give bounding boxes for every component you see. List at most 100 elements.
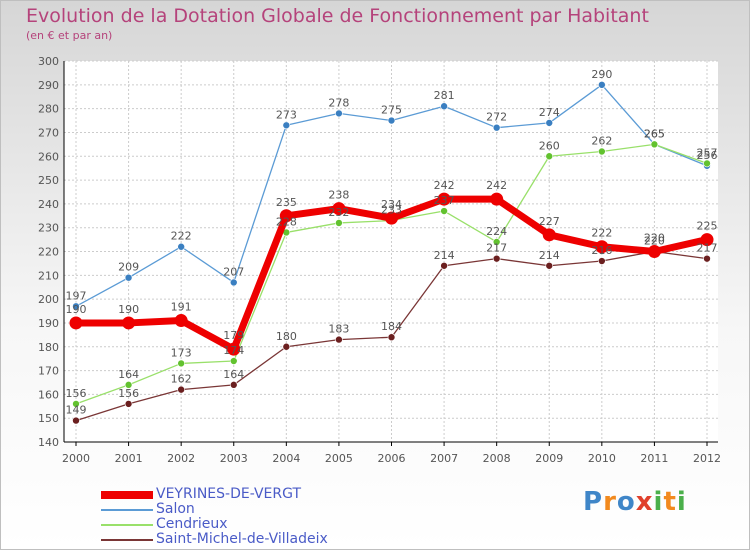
- x-tick-label: 2002: [167, 452, 195, 465]
- chart-subtitle: (en € et par an): [26, 29, 113, 42]
- data-point-veyrines-de-vergt: [332, 202, 346, 216]
- data-label-veyrines-de-vergt: 190: [118, 303, 139, 316]
- y-tick-label: 270: [38, 126, 59, 139]
- y-tick-label: 170: [38, 365, 59, 378]
- data-label-salon: 281: [434, 89, 455, 102]
- y-tick-label: 300: [38, 55, 59, 68]
- data-point-veyrines-de-vergt: [227, 342, 241, 356]
- data-point-salon: [598, 81, 606, 89]
- data-point-cendrieux: [703, 159, 711, 168]
- data-label-salon: 275: [381, 104, 402, 117]
- data-label-cendrieux: 173: [171, 346, 192, 359]
- data-point-salon: [492, 123, 501, 132]
- logo-letter: t: [663, 487, 677, 517]
- x-tick-label: 2000: [62, 452, 90, 465]
- data-point-veyrines-de-vergt: [437, 192, 451, 206]
- data-label-saint-michel-de-villadeix: 183: [328, 323, 349, 336]
- y-tick-label: 180: [38, 341, 59, 354]
- data-label-cendrieux: 265: [644, 127, 665, 140]
- data-point-salon: [177, 242, 185, 251]
- data-label-layer: 197 209 222 207 273 278 275 281 272 274 290 265 256 1…: [66, 68, 718, 417]
- data-point-saint-michel-de-villadeix: [703, 254, 711, 263]
- data-label-veyrines-de-vergt: 242: [434, 179, 455, 192]
- data-point-saint-michel-de-villadeix: [177, 385, 185, 394]
- logo-letter: i: [653, 487, 664, 517]
- proxiti-logo: Proxiti: [583, 487, 687, 517]
- legend-swatch-salon: [101, 509, 153, 511]
- data-point-cendrieux: [335, 219, 343, 227]
- y-tick-label: 250: [38, 174, 59, 187]
- legend-label-salon: Salon: [156, 501, 195, 517]
- data-label-saint-michel-de-villadeix: 220: [644, 235, 665, 248]
- legend-label-cendrieux: Cendrieux: [156, 516, 228, 532]
- x-tick-label: 2011: [640, 452, 668, 465]
- data-point-saint-michel-de-villadeix: [229, 381, 238, 389]
- data-label-salon: 197: [66, 289, 87, 302]
- data-point-cendrieux: [229, 357, 238, 365]
- data-point-saint-michel-de-villadeix: [492, 254, 501, 263]
- data-point-saint-michel-de-villadeix: [387, 333, 396, 342]
- data-point-cendrieux: [72, 400, 80, 408]
- x-tick-label: 2006: [378, 452, 406, 465]
- data-point-salon: [440, 102, 448, 111]
- data-point-cendrieux: [177, 359, 185, 368]
- data-point-saint-michel-de-villadeix: [282, 342, 291, 351]
- data-label-cendrieux: 237: [434, 194, 455, 207]
- y-tick-label: 230: [38, 222, 59, 235]
- data-label-veyrines-de-vergt: 238: [328, 189, 349, 202]
- data-label-saint-michel-de-villadeix: 156: [118, 387, 139, 400]
- legend-swatch-veyrines: [101, 491, 153, 499]
- data-point-cendrieux: [545, 152, 554, 161]
- data-label-saint-michel-de-villadeix: 180: [276, 330, 297, 343]
- data-label-salon: 222: [171, 230, 192, 243]
- data-point-salon: [335, 109, 343, 118]
- data-label-veyrines-de-vergt: 179: [223, 329, 244, 342]
- data-label-cendrieux: 164: [118, 368, 139, 381]
- y-tick-label: 260: [38, 150, 59, 163]
- y-tick-label: 210: [38, 269, 59, 282]
- y-tick-label: 150: [38, 412, 59, 425]
- legend-swatch-cendrieux: [101, 524, 153, 526]
- data-point-veyrines-de-vergt: [69, 316, 83, 330]
- data-point-veyrines-de-vergt: [647, 245, 661, 258]
- data-label-salon: 274: [539, 106, 560, 119]
- x-tick-label: 2003: [220, 452, 248, 465]
- x-tick-label: 2008: [483, 452, 511, 465]
- data-point-veyrines-de-vergt: [279, 209, 293, 223]
- data-label-saint-michel-de-villadeix: 164: [223, 368, 244, 381]
- data-point-salon: [387, 116, 396, 125]
- legend-label-veyrines: VEYRINES-DE-VERGT: [156, 486, 301, 502]
- data-label-cendrieux: 228: [276, 215, 297, 228]
- data-label-cendrieux: 156: [66, 387, 87, 400]
- data-label-salon: 207: [223, 265, 244, 278]
- data-label-veyrines-de-vergt: 227: [539, 215, 560, 228]
- x-tick-label: 2012: [693, 452, 721, 465]
- data-point-cendrieux: [598, 147, 606, 156]
- data-label-salon: 278: [328, 96, 349, 109]
- series-layer: [69, 81, 714, 425]
- data-label-cendrieux: 232: [328, 206, 349, 219]
- data-label-salon: 265: [644, 127, 665, 140]
- data-label-cendrieux: 262: [591, 134, 612, 147]
- data-point-veyrines-de-vergt: [490, 192, 504, 206]
- data-point-salon: [72, 302, 80, 311]
- logo-letter: i: [676, 487, 687, 517]
- data-point-veyrines-de-vergt: [122, 316, 136, 330]
- axis-layer: 140 150 160 170 180 190 200 210 220 230 240 250 260 2…: [38, 55, 721, 465]
- data-label-cendrieux: 174: [223, 344, 244, 357]
- logo-letter: r: [603, 487, 617, 517]
- x-tick-label: 2010: [588, 452, 616, 465]
- legend-label-saint-michel: Saint-Michel-de-Villadeix: [156, 531, 328, 547]
- data-point-saint-michel-de-villadeix: [335, 335, 343, 344]
- data-label-veyrines-de-vergt: 234: [381, 198, 402, 211]
- data-label-salon: 272: [486, 111, 507, 124]
- data-point-veyrines-de-vergt: [174, 314, 188, 328]
- x-tick-label: 2007: [430, 452, 458, 465]
- x-tick-label: 2005: [325, 452, 353, 465]
- data-label-saint-michel-de-villadeix: 217: [697, 242, 718, 255]
- x-tick-label: 2004: [272, 452, 300, 465]
- logo-letter: P: [583, 487, 604, 517]
- y-tick-label: 200: [38, 293, 59, 306]
